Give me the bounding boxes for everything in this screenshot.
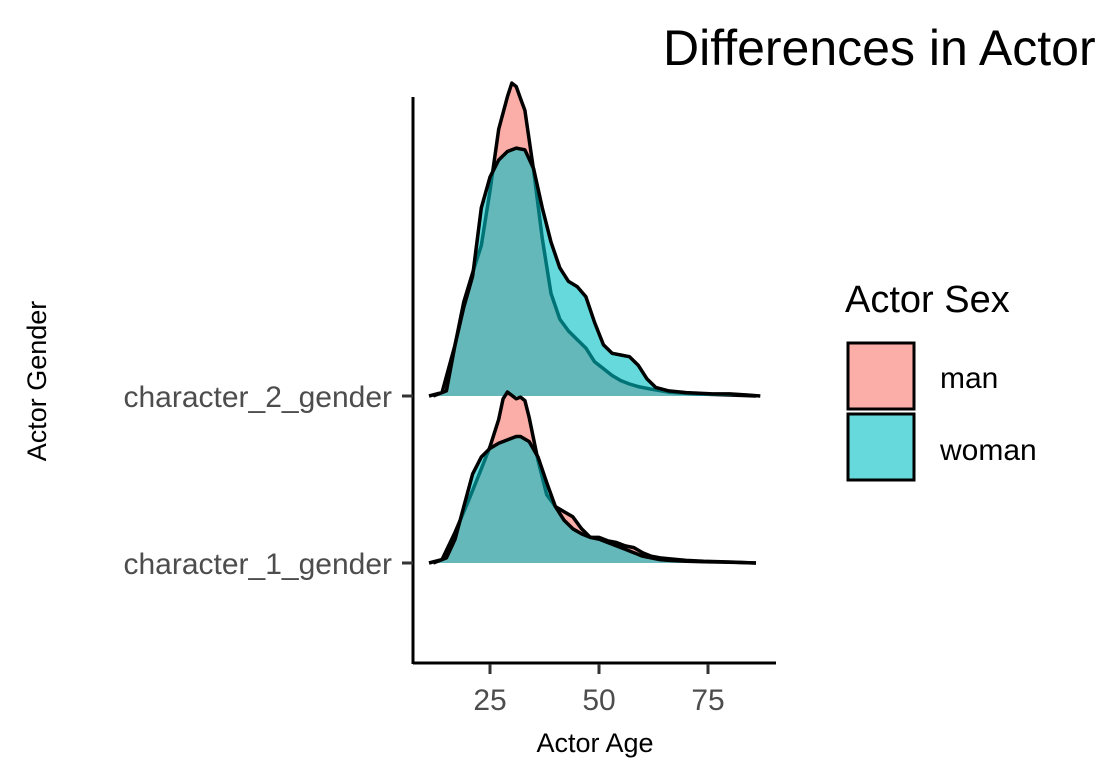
- y-axis-title: Actor Gender: [22, 301, 52, 462]
- legend: Actor Sex man woman: [845, 279, 1037, 482]
- density-area-character-1-gender-woman: [433, 436, 756, 563]
- x-tick-label: 25: [473, 684, 506, 717]
- legend-key-man: [846, 341, 916, 411]
- x-axis-ticks: 25 50 75: [473, 664, 725, 717]
- x-tick-label: 50: [582, 684, 615, 717]
- legend-entry-man: man: [846, 341, 998, 411]
- density-area-character-2-gender-woman: [433, 148, 761, 396]
- legend-key-woman: [846, 412, 916, 482]
- y-tick-label: character_2_gender: [123, 381, 392, 414]
- density-outline-character-1-gender-woman: [432, 434, 757, 565]
- density-ridges: [428, 81, 761, 565]
- x-axis-title: Actor Age: [536, 728, 653, 758]
- y-tick-label: character_1_gender: [123, 548, 392, 581]
- y-axis-ticks: character_1_gender character_2_gender: [123, 381, 413, 581]
- legend-title: Actor Sex: [845, 279, 1010, 321]
- x-tick-label: 75: [691, 684, 724, 717]
- chart-title: Differences in Actor: [663, 20, 1096, 76]
- density-outline-character-2-gender-woman: [432, 146, 761, 398]
- legend-entry-woman: woman: [846, 412, 1037, 482]
- legend-label-man: man: [940, 362, 998, 395]
- legend-label-woman: woman: [939, 434, 1037, 467]
